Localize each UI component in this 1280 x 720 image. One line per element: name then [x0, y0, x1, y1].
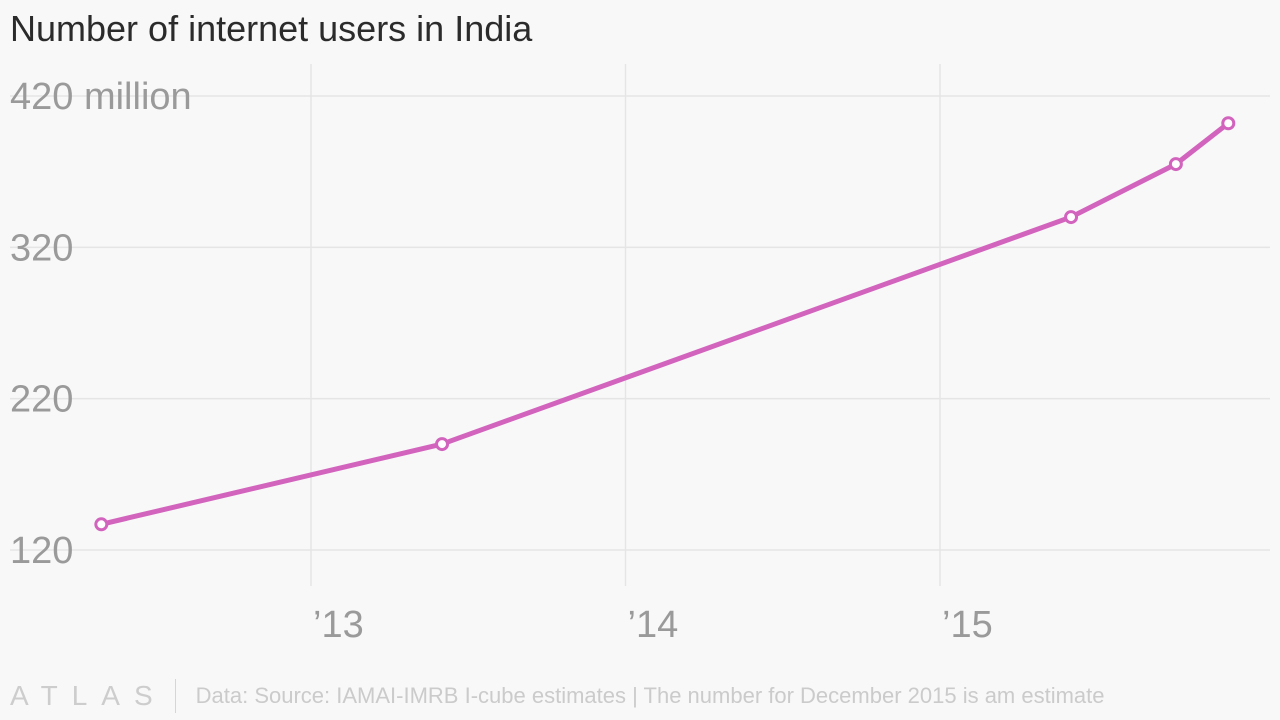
x-axis-ticks: ’13 ’14 ’15: [313, 604, 993, 646]
y-tick-label: 220: [10, 379, 73, 421]
source-note: Data: Source: IAMAI-IMRB I-cube estimate…: [195, 683, 1105, 708]
series-layer: [94, 116, 1236, 532]
y-tick-label: 120: [10, 530, 73, 572]
y-axis-ticks: 120 220 320 420 million: [10, 76, 192, 572]
data-point: [94, 517, 109, 532]
data-point: [1168, 157, 1183, 172]
footer: ATLAS Data: Source: IAMAI-IMRB I-cube es…: [10, 678, 1105, 714]
grid-layer: [10, 64, 1270, 586]
x-tick-label: ’13: [313, 604, 364, 646]
y-tick-label: 320: [10, 227, 73, 269]
x-tick-label: ’15: [942, 604, 993, 646]
x-tick-label: ’14: [628, 604, 679, 646]
data-point: [1221, 116, 1236, 131]
y-tick-label: 420 million: [10, 76, 192, 118]
data-point: [1064, 210, 1079, 225]
series-line: [98, 120, 1231, 527]
atlas-logo: ATLAS: [10, 680, 167, 711]
data-point: [435, 437, 450, 452]
chart-title: Number of internet users in India: [10, 8, 533, 49]
footer-divider: [174, 679, 176, 713]
